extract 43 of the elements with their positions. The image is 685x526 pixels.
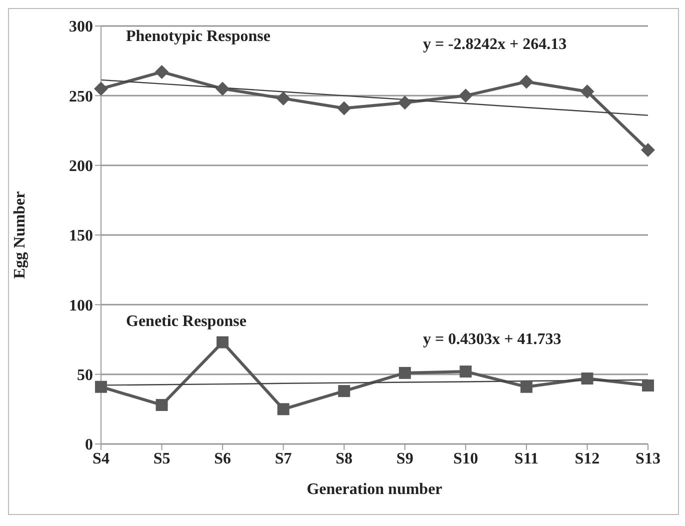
x-tick-label: S10 bbox=[453, 450, 478, 468]
x-tick-label: S5 bbox=[153, 450, 170, 468]
point bbox=[398, 96, 412, 110]
annotation: y = -2.8242x + 264.13 bbox=[423, 36, 567, 54]
point bbox=[95, 380, 107, 393]
x-tick-label: S11 bbox=[514, 450, 538, 468]
x-axis-title: Generation number bbox=[306, 481, 442, 498]
point bbox=[338, 385, 350, 398]
x-tick-label: S8 bbox=[336, 450, 353, 468]
y-tick-label: 300 bbox=[69, 18, 93, 36]
y-tick-label: 150 bbox=[69, 228, 93, 245]
x-tick-label: S6 bbox=[214, 450, 232, 468]
point bbox=[398, 366, 411, 379]
point bbox=[216, 82, 230, 96]
point bbox=[216, 336, 229, 348]
point bbox=[581, 372, 594, 385]
y-tick-label: 0 bbox=[85, 436, 93, 454]
point bbox=[641, 143, 655, 158]
point bbox=[156, 398, 168, 411]
text: Phenotypic Response bbox=[126, 28, 270, 46]
annotation: y = 0.4303x + 41.733 bbox=[423, 330, 562, 349]
point bbox=[519, 74, 534, 89]
point bbox=[94, 82, 108, 96]
point bbox=[458, 88, 473, 103]
x-tick-label: S9 bbox=[396, 450, 414, 468]
y-axis-title: Egg Number bbox=[12, 191, 29, 279]
point bbox=[460, 366, 472, 378]
y-tick-label: 50 bbox=[77, 367, 93, 384]
point bbox=[276, 91, 290, 106]
x-tick-label: S4 bbox=[92, 450, 110, 468]
point bbox=[277, 403, 290, 416]
x-tick-label: S12 bbox=[574, 450, 600, 468]
x-tick-label: S13 bbox=[636, 450, 660, 468]
point bbox=[520, 380, 532, 393]
y-tick-label: 100 bbox=[69, 297, 93, 314]
y-tick-label: 200 bbox=[69, 158, 93, 176]
series-label: Genetic Response bbox=[126, 312, 246, 331]
y-tick-label: 250 bbox=[69, 88, 93, 106]
point bbox=[580, 84, 594, 98]
point bbox=[642, 379, 654, 392]
x-tick-label: S7 bbox=[274, 450, 292, 468]
point bbox=[154, 64, 169, 79]
point bbox=[337, 101, 352, 116]
